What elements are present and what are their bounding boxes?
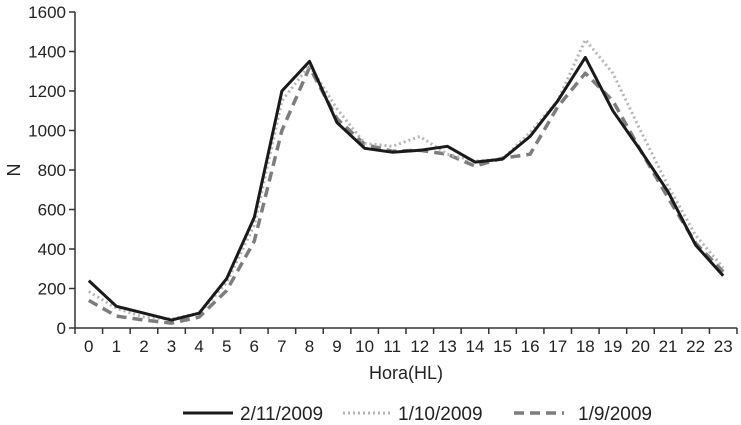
y-tick-label: 800 <box>38 161 66 180</box>
legend-label-3: 1/9/2009 <box>578 404 652 425</box>
y-tick-label: 1400 <box>28 43 66 62</box>
x-tick-label: 13 <box>438 337 457 356</box>
y-ticks: 0 200 400 600 800 1000 1200 1400 1600 <box>28 3 75 338</box>
y-tick-label: 1000 <box>28 122 66 141</box>
y-tick-label: 1600 <box>28 3 66 22</box>
x-tick-label: 23 <box>714 337 733 356</box>
y-tick-label: 400 <box>38 240 66 259</box>
y-tick-label: 600 <box>38 201 66 220</box>
x-tick-label: 4 <box>194 337 203 356</box>
x-tick-label: 2 <box>139 337 148 356</box>
x-axis-title: Hora(HL) <box>369 363 443 383</box>
x-ticks: 0 1 2 3 4 5 6 7 8 9 10 11 12 13 14 15 16 17 18 19 20 21 22 23 <box>74 328 738 356</box>
x-tick-label: 14 <box>465 337 484 356</box>
x-tick-label: 20 <box>631 337 650 356</box>
x-tick-label: 21 <box>659 337 678 356</box>
x-tick-label: 15 <box>493 337 512 356</box>
y-tick-label: 0 <box>57 319 66 338</box>
x-tick-label: 16 <box>521 337 540 356</box>
x-tick-label: 10 <box>355 337 374 356</box>
x-tick-label: 6 <box>250 337 259 356</box>
x-tick-label: 7 <box>277 337 286 356</box>
series-line-1 <box>87 55 725 322</box>
series-line-2 <box>88 38 725 321</box>
x-tick-label: 1 <box>112 337 121 356</box>
series-lines <box>87 38 725 325</box>
legend: 2/11/2009 1/10/2009 1/9/2009 <box>183 404 652 425</box>
x-tick-label: 22 <box>686 337 705 356</box>
x-tick-label: 17 <box>548 337 567 356</box>
x-tick-label: 11 <box>383 337 401 356</box>
x-tick-label: 9 <box>332 337 341 356</box>
x-tick-label: 19 <box>603 337 622 356</box>
x-tick-label: 12 <box>410 337 429 356</box>
y-tick-label: 1200 <box>28 82 66 101</box>
y-axis-title: N <box>4 164 24 177</box>
x-tick-label: 8 <box>305 337 314 356</box>
y-tick-label: 200 <box>38 280 66 299</box>
x-tick-label: 5 <box>222 337 231 356</box>
series-line-3 <box>87 65 725 325</box>
x-tick-label: 18 <box>576 337 595 356</box>
legend-label-1: 2/11/2009 <box>240 404 323 425</box>
legend-label-2: 1/10/2009 <box>398 404 483 425</box>
x-tick-label: 3 <box>167 337 176 356</box>
x-tick-label: 0 <box>84 337 93 356</box>
